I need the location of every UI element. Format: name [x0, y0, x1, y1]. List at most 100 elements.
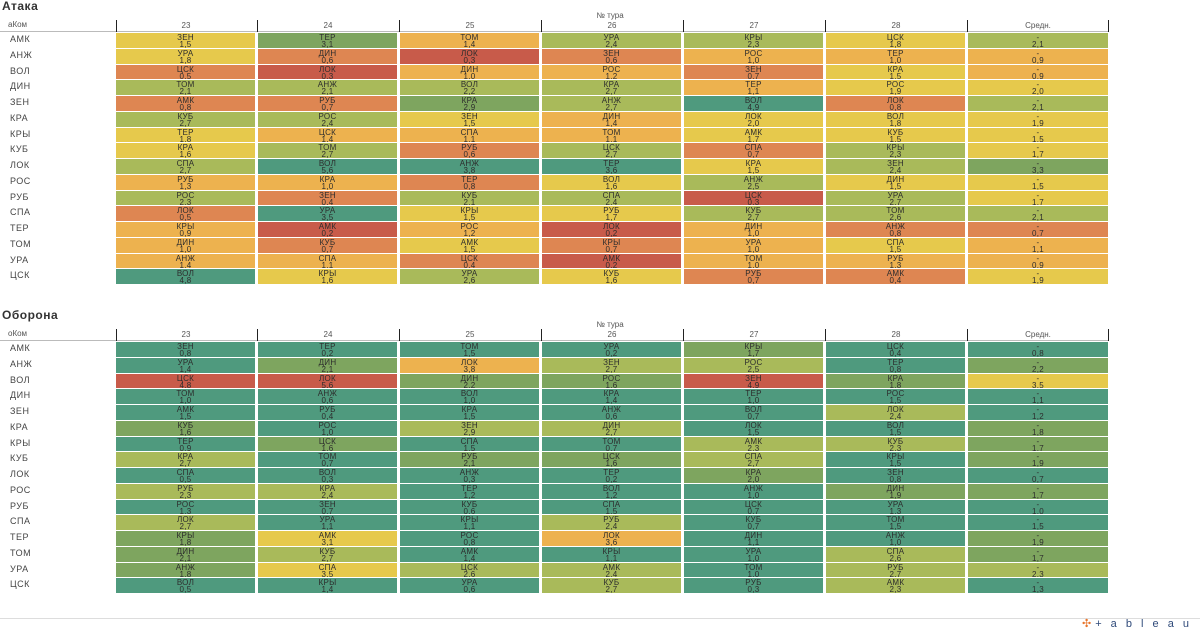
heatmap-cell[interactable]: ТОМ 1,5: [400, 342, 539, 357]
heatmap-cell[interactable]: ЛОК 2,7: [116, 515, 255, 530]
heatmap-cell[interactable]: КРА 2,7: [542, 80, 681, 95]
heatmap-cell[interactable]: РУБ 0,4: [258, 405, 397, 420]
average-cell[interactable]: -2,1: [968, 33, 1108, 48]
heatmap-cell[interactable]: ТЕР 1,2: [400, 483, 539, 499]
heatmap-cell[interactable]: ЦСК 0,3: [684, 190, 823, 206]
heatmap-cell[interactable]: ЦСК 0,4: [400, 253, 539, 269]
average-cell[interactable]: -2,3: [968, 562, 1108, 578]
heatmap-cell[interactable]: КРЫ 2,3: [826, 143, 965, 158]
heatmap-cell[interactable]: СПА 1,5: [400, 436, 539, 452]
heatmap-cell[interactable]: ЛОК 5,6: [258, 373, 397, 389]
average-cell[interactable]: -1,9: [968, 531, 1108, 546]
heatmap-cell[interactable]: КУБ 2,7: [684, 206, 823, 221]
heatmap-cell[interactable]: ДИН 1,5: [826, 174, 965, 190]
heatmap-cell[interactable]: ЛОК 0,2: [542, 222, 681, 237]
heatmap-cell[interactable]: ДИН 1,1: [684, 531, 823, 546]
heatmap-cell[interactable]: РУБ 1,7: [542, 206, 681, 221]
average-cell[interactable]: -0,7: [968, 468, 1108, 483]
heatmap-cell[interactable]: ТЕР 0,8: [826, 357, 965, 373]
average-cell[interactable]: -3,3: [968, 159, 1108, 174]
heatmap-cell[interactable]: КУБ 2,3: [826, 436, 965, 452]
heatmap-cell[interactable]: КУБ 0,7: [258, 237, 397, 253]
heatmap-cell[interactable]: КРЫ 1,6: [258, 269, 397, 284]
heatmap-cell[interactable]: КРА 2,7: [116, 452, 255, 467]
heatmap-cell[interactable]: СПА 3,5: [258, 562, 397, 578]
heatmap-cell[interactable]: ЦСК 0,4: [826, 342, 965, 357]
heatmap-cell[interactable]: РОС 1,6: [542, 373, 681, 389]
average-cell[interactable]: -0,7: [968, 222, 1108, 237]
heatmap-cell[interactable]: ТЕР 3,6: [542, 159, 681, 174]
heatmap-cell[interactable]: КУБ 1,6: [542, 269, 681, 284]
heatmap-cell[interactable]: ТОМ 0,7: [258, 452, 397, 467]
heatmap-cell[interactable]: РОС 1,5: [826, 389, 965, 404]
average-cell[interactable]: -1,8: [968, 420, 1108, 436]
heatmap-cell[interactable]: ВОЛ 5,6: [258, 159, 397, 174]
heatmap-cell[interactable]: УРА 1,0: [684, 237, 823, 253]
heatmap-cell[interactable]: РУБ 2,1: [400, 452, 539, 467]
heatmap-cell[interactable]: ЦСК 0,7: [684, 499, 823, 515]
heatmap-cell[interactable]: ТОМ 1,1: [542, 127, 681, 143]
heatmap-cell[interactable]: ЦСК 1,8: [826, 33, 965, 48]
heatmap-cell[interactable]: УРА 2,4: [542, 33, 681, 48]
heatmap-cell[interactable]: ДИН 1,0: [116, 237, 255, 253]
heatmap-cell[interactable]: ЛОК 0,5: [116, 206, 255, 221]
average-cell[interactable]: -1,7: [968, 483, 1108, 499]
heatmap-cell[interactable]: АМК 3,1: [258, 531, 397, 546]
heatmap-cell[interactable]: ЗЕН 1,5: [400, 111, 539, 127]
heatmap-cell[interactable]: КРЫ 1,4: [258, 578, 397, 593]
heatmap-cell[interactable]: ТОМ 1,0: [684, 562, 823, 578]
heatmap-cell[interactable]: РОС 1,9: [826, 80, 965, 95]
heatmap-cell[interactable]: КРЫ 0,9: [116, 222, 255, 237]
heatmap-cell[interactable]: АНЖ 2,5: [684, 174, 823, 190]
heatmap-cell[interactable]: АМК 1,7: [684, 127, 823, 143]
heatmap-cell[interactable]: ЦСК 2,6: [400, 562, 539, 578]
average-cell[interactable]: -1,7: [968, 143, 1108, 158]
heatmap-cell[interactable]: ТЕР 3,1: [258, 33, 397, 48]
heatmap-cell[interactable]: РОС 2,5: [684, 357, 823, 373]
heatmap-cell[interactable]: ТОМ 1,0: [684, 253, 823, 269]
average-cell[interactable]: -3,5: [968, 373, 1108, 389]
heatmap-cell[interactable]: РУБ 2,3: [116, 483, 255, 499]
heatmap-cell[interactable]: ТОМ 1,5: [826, 515, 965, 530]
heatmap-cell[interactable]: СПА 1,1: [400, 127, 539, 143]
heatmap-cell[interactable]: АМК 0,2: [542, 253, 681, 269]
heatmap-cell[interactable]: ТЕР 1,0: [826, 48, 965, 64]
heatmap-cell[interactable]: РОС 0,8: [400, 531, 539, 546]
heatmap-cell[interactable]: УРА 0,6: [400, 578, 539, 593]
heatmap-cell[interactable]: ДИН 1,0: [684, 222, 823, 237]
heatmap-cell[interactable]: КРЫ 1,5: [400, 206, 539, 221]
heatmap-cell[interactable]: ВОЛ 0,3: [258, 468, 397, 483]
tableau-logo[interactable]: ✣ + a b l e a u: [1082, 617, 1192, 630]
heatmap-cell[interactable]: АМК 0,8: [116, 96, 255, 111]
heatmap-cell[interactable]: ТЕР 0,2: [258, 342, 397, 357]
heatmap-cell[interactable]: ЗЕН 0,7: [258, 499, 397, 515]
heatmap-cell[interactable]: ТОМ 1,4: [400, 33, 539, 48]
heatmap-cell[interactable]: АМК 1,4: [400, 546, 539, 562]
average-cell[interactable]: -1,1: [968, 389, 1108, 404]
heatmap-cell[interactable]: ДИН 1,4: [542, 111, 681, 127]
heatmap-cell[interactable]: ТЕР 0,9: [116, 436, 255, 452]
heatmap-cell[interactable]: ДИН 0,6: [258, 48, 397, 64]
heatmap-cell[interactable]: ЦСК 1,6: [542, 452, 681, 467]
average-cell[interactable]: -1,7: [968, 546, 1108, 562]
heatmap-cell[interactable]: ВОЛ 1,0: [400, 389, 539, 404]
heatmap-cell[interactable]: АМК 2,3: [826, 578, 965, 593]
heatmap-cell[interactable]: ДИН 2,1: [116, 546, 255, 562]
heatmap-cell[interactable]: ДИН 1,0: [400, 64, 539, 80]
heatmap-cell[interactable]: КРА 1,5: [684, 159, 823, 174]
heatmap-cell[interactable]: АМК 2,3: [684, 436, 823, 452]
heatmap-cell[interactable]: РОС 2,4: [258, 111, 397, 127]
heatmap-cell[interactable]: ЗЕН 2,9: [400, 420, 539, 436]
heatmap-cell[interactable]: АНЖ 2,1: [258, 80, 397, 95]
average-cell[interactable]: -1,9: [968, 269, 1108, 284]
average-cell[interactable]: -1,5: [968, 174, 1108, 190]
heatmap-cell[interactable]: РОС 1,2: [400, 222, 539, 237]
heatmap-cell[interactable]: ВОЛ 1,2: [542, 483, 681, 499]
average-cell[interactable]: -0,9: [968, 253, 1108, 269]
heatmap-cell[interactable]: КРА 2,0: [684, 468, 823, 483]
heatmap-cell[interactable]: АНЖ 3,8: [400, 159, 539, 174]
heatmap-cell[interactable]: ТЕР 1,0: [684, 389, 823, 404]
average-cell[interactable]: -1,3: [968, 578, 1108, 593]
heatmap-cell[interactable]: ЛОК 2,0: [684, 111, 823, 127]
heatmap-cell[interactable]: ТОМ 2,1: [116, 80, 255, 95]
